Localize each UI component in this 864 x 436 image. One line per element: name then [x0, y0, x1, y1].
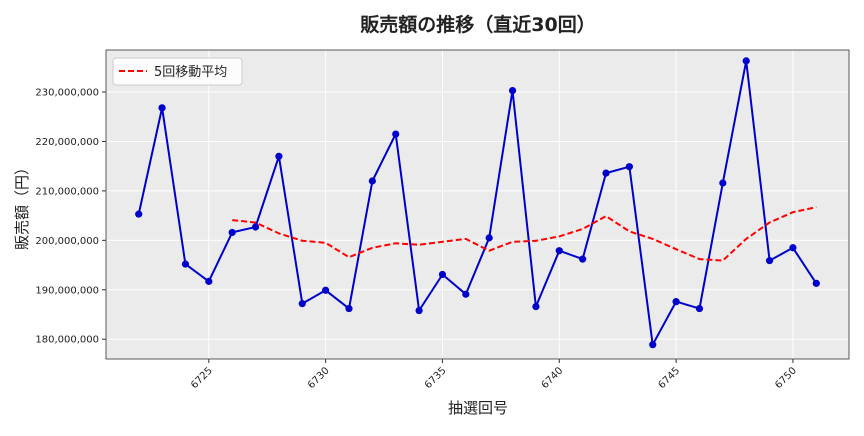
sales-point: [485, 234, 493, 242]
sales-point: [392, 130, 400, 138]
sales-point: [251, 223, 260, 231]
x-tick-label: 6725: [189, 365, 215, 391]
sales-point: [508, 86, 517, 95]
sales-point: [789, 244, 797, 252]
plot-background: [106, 50, 849, 359]
sales-point: [345, 304, 353, 313]
legend: 5回移動平均: [112, 57, 243, 86]
y-tick-label: 180,000,000: [35, 335, 99, 346]
sales-point: [765, 257, 774, 265]
sales-point: [181, 260, 190, 268]
x-tick-label: 6735: [423, 365, 449, 391]
sales-point: [322, 286, 330, 294]
sales-point: [719, 179, 727, 187]
sales-point: [532, 302, 540, 311]
x-tick-label: 6730: [306, 365, 332, 391]
sales-point: [158, 104, 166, 112]
x-axis-label: 抽選回号: [448, 399, 508, 417]
x-tick-label: 6740: [540, 365, 566, 391]
sales-point: [625, 163, 633, 171]
sales-point: [742, 57, 750, 65]
sales-point: [555, 247, 563, 255]
y-tick-label: 190,000,000: [35, 285, 99, 296]
legend-label: 5回移動平均: [154, 65, 227, 80]
plot-frame: [105, 49, 850, 360]
sales-point: [462, 290, 470, 298]
y-tick-label: 200,000,000: [35, 236, 99, 247]
y-tick-label: 220,000,000: [35, 137, 99, 148]
sales-line: [137, 59, 818, 346]
sales-point: [135, 210, 143, 218]
legend-box: [112, 57, 243, 86]
sales-point: [649, 341, 657, 349]
sales-point: [298, 300, 306, 308]
series-layer: [135, 57, 820, 349]
sales-point: [415, 306, 423, 315]
y-tick-label: 230,000,000: [35, 88, 99, 99]
x-tick-label: 6745: [656, 365, 682, 391]
sales-point: [275, 152, 283, 160]
y-tick-label: 210,000,000: [35, 186, 99, 197]
sales-point: [812, 279, 820, 287]
y-axis-label: 販売額（円）: [13, 160, 31, 250]
sales-point: [228, 228, 236, 237]
grid: [106, 50, 849, 359]
moving-average-line: [232, 206, 817, 262]
sales-point: [205, 277, 213, 285]
sales-point: [438, 270, 447, 279]
sales-point: [695, 304, 704, 313]
sales-point: [602, 169, 610, 177]
sales-point: [672, 298, 680, 306]
sales-point: [579, 255, 587, 263]
x-tick-label: 6750: [773, 365, 799, 391]
sales-point: [368, 177, 376, 185]
chart-title: 販売額の推移（直近30回）: [360, 13, 595, 36]
